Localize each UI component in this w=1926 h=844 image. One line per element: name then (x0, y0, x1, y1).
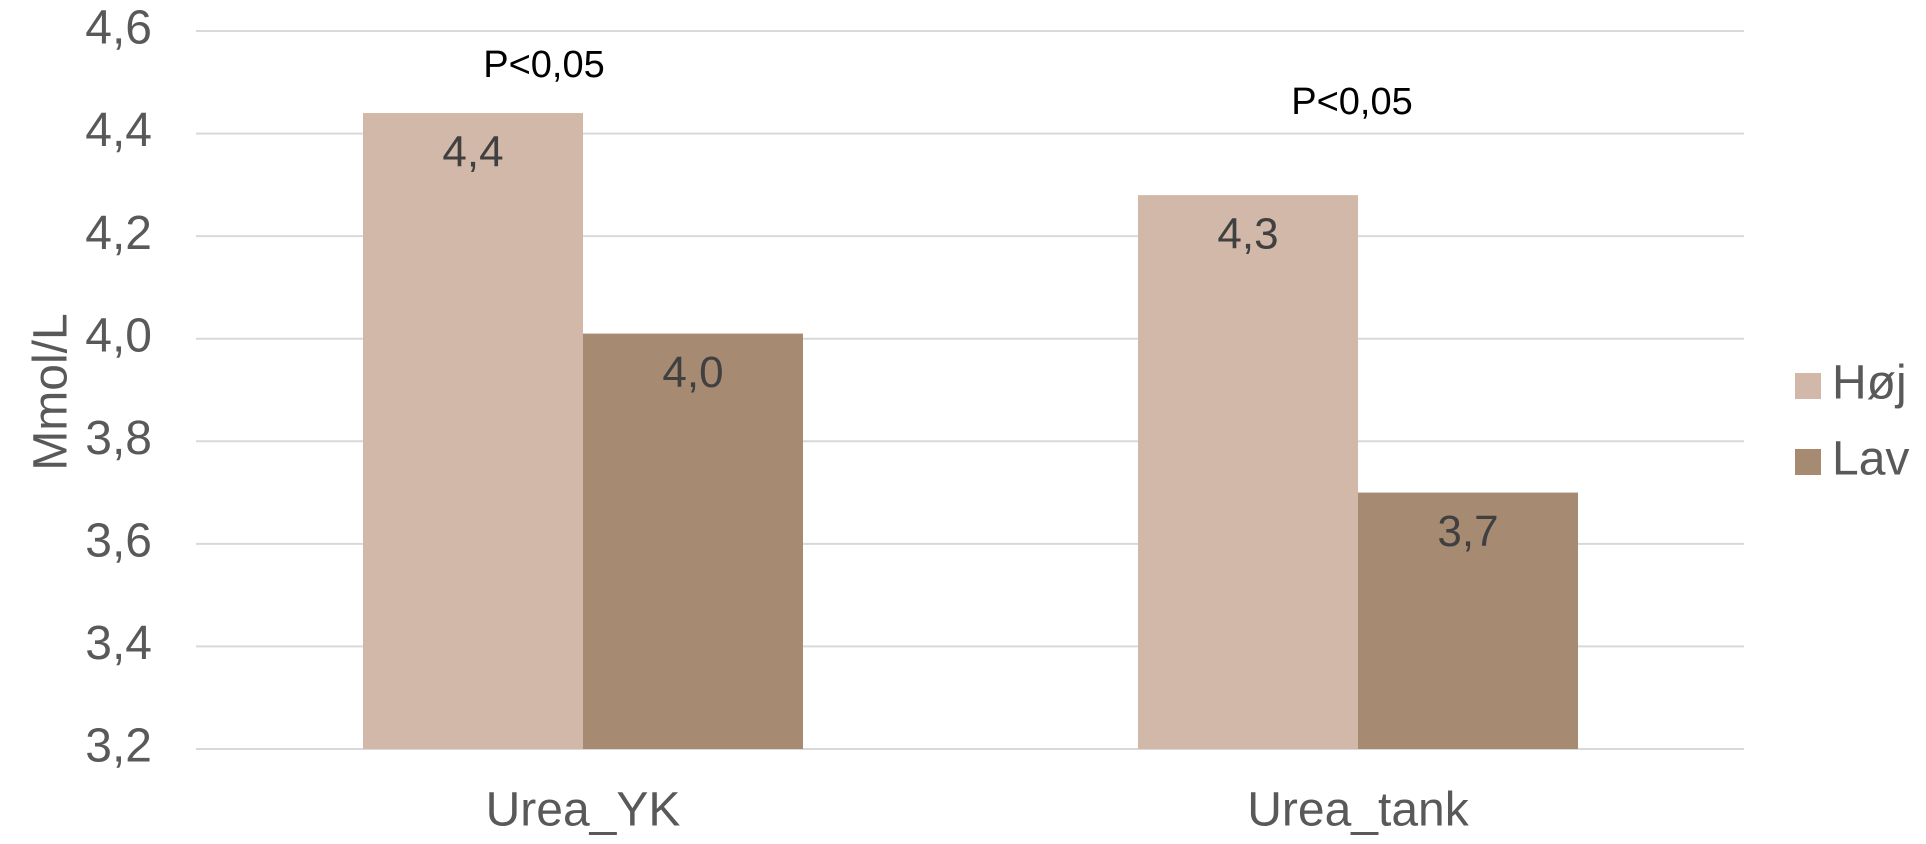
data-label: 4,0 (662, 348, 723, 397)
bar-høj-urea_yk (363, 113, 583, 750)
significance-annotation: P<0,05 (1291, 81, 1413, 123)
y-tick-label: 3,4 (85, 617, 152, 670)
bars (363, 113, 1578, 750)
y-tick-label: 3,2 (85, 720, 152, 773)
y-axis-title: Mmol/L (25, 313, 78, 470)
y-tick-label: 4,2 (85, 207, 152, 260)
y-tick-label: 4,4 (85, 104, 152, 157)
y-axis-ticks: 3,2 3,4 3,6 3,8 4,0 4,2 4,4 4,6 (85, 2, 152, 773)
annotations: P<0,05 P<0,05 (483, 44, 1413, 123)
legend-label: Lav (1832, 433, 1909, 486)
y-tick-label: 3,6 (85, 515, 152, 568)
x-category-label: Urea_tank (1247, 784, 1469, 837)
y-tick-label: 3,8 (85, 412, 152, 465)
x-axis-categories: Urea_YK Urea_tank (486, 784, 1470, 837)
legend-swatch-lav (1795, 449, 1821, 475)
data-label: 3,7 (1437, 507, 1498, 556)
significance-annotation: P<0,05 (483, 44, 605, 86)
y-tick-label: 4,6 (85, 2, 152, 55)
y-tick-label: 4,0 (85, 309, 152, 362)
bar-lav-urea_yk (583, 333, 803, 749)
data-label: 4,3 (1217, 210, 1278, 259)
legend: Høj Lav (1795, 357, 1909, 486)
legend-label: Høj (1832, 357, 1907, 410)
data-label: 4,4 (442, 128, 503, 177)
data-labels: 4,4 4,3 4,0 3,7 (442, 128, 1498, 557)
bar-høj-urea_tank (1138, 195, 1358, 750)
legend-swatch-høj (1795, 373, 1821, 399)
bar-lav-urea_tank (1358, 492, 1578, 749)
x-category-label: Urea_YK (486, 784, 681, 837)
